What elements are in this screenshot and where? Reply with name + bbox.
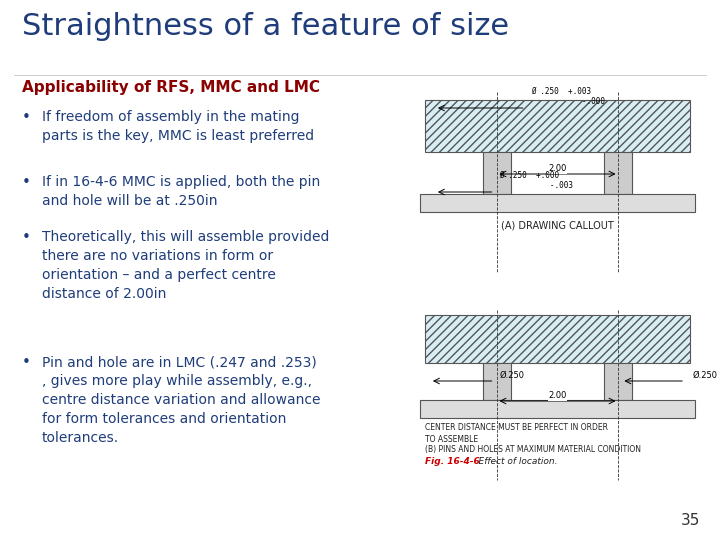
- Text: 2.00: 2.00: [549, 164, 567, 173]
- Bar: [605, 152, 632, 194]
- Text: •: •: [22, 110, 31, 125]
- Text: Theoretically, this will assemble provided
there are no variations in form or
or: Theoretically, this will assemble provid…: [42, 230, 329, 301]
- Text: Ø .250  +.000
           -.003: Ø .250 +.000 -.003: [498, 171, 572, 190]
- Text: Ø .250  +.003
           -.000: Ø .250 +.003 -.000: [531, 86, 605, 106]
- Text: If freedom of assembly in the mating
parts is the key, MMC is least preferred: If freedom of assembly in the mating par…: [42, 110, 314, 143]
- Bar: [420, 400, 695, 418]
- Text: 35: 35: [680, 513, 700, 528]
- Text: (B) PINS AND HOLES AT MAXIMUM MATERIAL CONDITION: (B) PINS AND HOLES AT MAXIMUM MATERIAL C…: [425, 445, 641, 454]
- Text: Ø.250: Ø.250: [500, 371, 525, 380]
- Text: Effect of location.: Effect of location.: [467, 457, 557, 466]
- Text: Fig. 16-4-6: Fig. 16-4-6: [425, 457, 480, 466]
- Bar: [482, 152, 510, 194]
- Text: •: •: [22, 355, 31, 370]
- Text: Straightness of a feature of size: Straightness of a feature of size: [22, 12, 509, 41]
- Text: CENTER DISTANCE MUST BE PERFECT IN ORDER
TO ASSEMBLE: CENTER DISTANCE MUST BE PERFECT IN ORDER…: [425, 423, 608, 444]
- Bar: [605, 363, 632, 400]
- Bar: [420, 194, 695, 212]
- Text: (A) DRAWING CALLOUT: (A) DRAWING CALLOUT: [501, 220, 614, 230]
- Text: 2.00: 2.00: [549, 391, 567, 400]
- Bar: [482, 363, 510, 400]
- Bar: [425, 315, 690, 363]
- Text: •: •: [22, 230, 31, 245]
- Text: Pin and hole are in LMC (.247 and .253)
, gives more play while assembly, e.g.,
: Pin and hole are in LMC (.247 and .253) …: [42, 355, 320, 445]
- Text: If in 16-4-6 MMC is applied, both the pin
and hole will be at .250in: If in 16-4-6 MMC is applied, both the pi…: [42, 175, 320, 208]
- Text: •: •: [22, 175, 31, 190]
- Text: Applicability of RFS, MMC and LMC: Applicability of RFS, MMC and LMC: [22, 80, 320, 95]
- Bar: [425, 100, 690, 152]
- Text: Ø.250: Ø.250: [693, 371, 718, 380]
